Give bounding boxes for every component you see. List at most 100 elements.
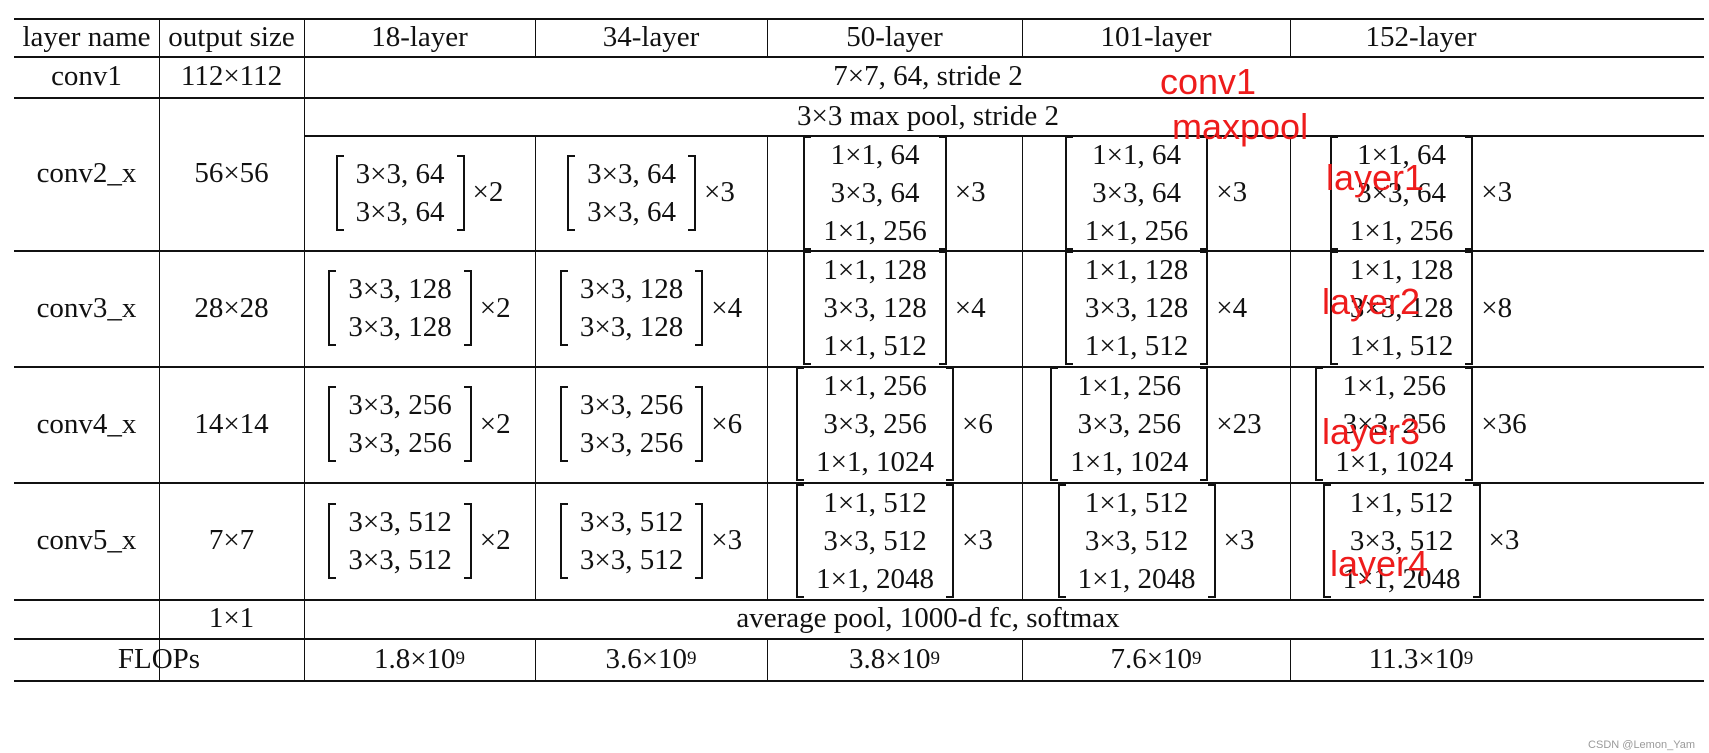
block-line: 3×3, 256 [579, 427, 684, 459]
watermark: CSDN @Lemon_Yam [1588, 739, 1695, 751]
flops-value: 11.3×10 9 [1290, 638, 1552, 680]
block-cell: 1×1, 64 3×3, 64 1×1, 256 ×3 [1290, 135, 1552, 250]
block-multiplier: ×3 [704, 176, 735, 208]
block-multiplier: ×3 [1481, 176, 1513, 208]
block-multiplier: ×3 [1223, 524, 1255, 556]
annotation-conv1: conv1 [1160, 61, 1257, 102]
rule [1290, 135, 1291, 599]
block-cell: 1×1, 512 3×3, 512 1×1, 2048 ×3 [767, 482, 1022, 599]
block-multiplier: ×4 [1216, 291, 1248, 324]
annotation-layer4: layer4 [1330, 543, 1429, 584]
block-multiplier: ×2 [479, 524, 511, 556]
stage-output-size: 7×7 [208, 524, 255, 556]
rule [1022, 638, 1023, 680]
rule [159, 18, 160, 680]
block-line: 3×3, 64 [355, 195, 445, 228]
flops-exponent: 9 [930, 648, 941, 669]
block-line: 1×1, 256 [823, 370, 927, 402]
block-line: 1×1, 1024 [816, 446, 934, 478]
block-line: 1×1, 1024 [1335, 446, 1454, 478]
block-multiplier: ×6 [962, 407, 993, 440]
block-multiplier: ×2 [479, 407, 511, 440]
block-multiplier: ×8 [1481, 291, 1513, 324]
block-line: 3×3, 64 [587, 157, 676, 190]
block-multiplier: ×3 [1488, 524, 1520, 556]
block-line: 1×1, 64 [1357, 138, 1446, 171]
rule [767, 135, 768, 599]
rule [1022, 18, 1023, 56]
annotation-layer1: layer1 [1326, 157, 1425, 198]
block-line: 3×3, 512 [1084, 524, 1189, 557]
rule [14, 482, 1704, 484]
block-multiplier: ×2 [472, 176, 504, 208]
block-multiplier: ×3 [962, 524, 993, 556]
rule [14, 599, 1704, 601]
block-line: 3×3, 512 [348, 543, 452, 576]
rule [535, 135, 536, 599]
header-output-size: output size [168, 20, 295, 53]
conv1-name: conv1 [51, 60, 122, 92]
block-line: 3×3, 128 [579, 311, 684, 343]
block-line: 3×3, 64 [587, 195, 676, 228]
flops-mantissa: 7.6×10 [1110, 642, 1193, 675]
block-cell: 1×1, 128 3×3, 128 1×1, 512 ×4 [767, 250, 1022, 366]
rule [767, 18, 768, 56]
flops-mantissa: 11.3×10 [1368, 642, 1464, 675]
flops-mantissa: 1.8×10 [373, 642, 456, 675]
rule [304, 135, 1704, 137]
final-output-size: 1×1 [208, 602, 255, 634]
block-line: 1×1, 128 [1084, 254, 1189, 286]
rule [1290, 638, 1291, 680]
flops-exponent: 9 [687, 648, 697, 669]
block-cell: 1×1, 64 3×3, 64 1×1, 256 ×3 [1022, 135, 1290, 250]
block-line: 1×1, 256 [1342, 370, 1446, 402]
annotation-layer2: layer2 [1322, 281, 1421, 322]
block-cell: 3×3, 64 3×3, 64 ×3 [535, 135, 767, 250]
flops-mantissa: 3.8×10 [848, 642, 931, 675]
block-line: 3×3, 64 [355, 157, 445, 190]
block-cell: 3×3, 256 3×3, 256 ×2 [304, 366, 535, 482]
block-line: 3×3, 512 [579, 543, 684, 576]
block-line: 3×3, 512 [823, 524, 927, 557]
rule [14, 18, 1704, 20]
flops-exponent: 9 [1192, 648, 1202, 669]
block-line: 3×3, 128 [579, 273, 684, 305]
annotation-maxpool: maxpool [1172, 106, 1309, 147]
block-line: 1×1, 512 [1349, 330, 1454, 362]
annotation-layer3: layer3 [1322, 411, 1421, 452]
block-line: 3×3, 256 [1077, 408, 1181, 440]
block-line: 1×1, 2048 [1077, 562, 1196, 595]
rule [14, 250, 1704, 252]
block-line: 3×3, 64 [1092, 176, 1181, 209]
block-multiplier: ×3 [1216, 176, 1248, 208]
block-line: 1×1, 256 [1084, 214, 1189, 247]
header-50-layer: 50-layer [846, 20, 943, 53]
stage-output-size: 28×28 [194, 291, 269, 324]
block-cell: 1×1, 256 3×3, 256 1×1, 1024 ×6 [767, 366, 1022, 482]
block-cell: 3×3, 512 3×3, 512 ×3 [535, 482, 767, 599]
block-line: 1×1, 512 [823, 330, 927, 362]
block-line: 3×3, 512 [1349, 524, 1454, 557]
block-line: 3×3, 256 [1342, 408, 1446, 440]
block-line: 1×1, 256 [823, 214, 927, 247]
header-18-layer: 18-layer [371, 20, 468, 53]
block-cell: 3×3, 256 3×3, 256 ×6 [535, 366, 767, 482]
block-line: 3×3, 128 [348, 311, 452, 343]
resnet-architecture-table: layer name output size 18-layer 34-layer… [14, 18, 1704, 742]
rule [304, 18, 305, 680]
stage-output-size: 56×56 [194, 157, 269, 189]
block-multiplier: ×3 [711, 524, 743, 556]
block-line: 3×3, 128 [1084, 292, 1189, 324]
block-line: 1×1, 512 [1349, 486, 1454, 519]
rule [14, 680, 1704, 682]
stage-output-size: 14×14 [194, 407, 269, 440]
flops-exponent: 9 [455, 648, 466, 669]
block-line: 3×3, 128 [823, 292, 927, 324]
header-152-layer: 152-layer [1365, 20, 1477, 53]
block-cell: 1×1, 512 3×3, 512 1×1, 2048 ×3 [1022, 482, 1290, 599]
maxpool-spec: 3×3 max pool, stride 2 [796, 99, 1060, 132]
flops-value: 1.8×10 9 [304, 638, 535, 680]
stage-name: conv2_x [36, 157, 137, 189]
rule [14, 366, 1704, 368]
flops-mantissa: 3.6×10 [605, 642, 688, 675]
